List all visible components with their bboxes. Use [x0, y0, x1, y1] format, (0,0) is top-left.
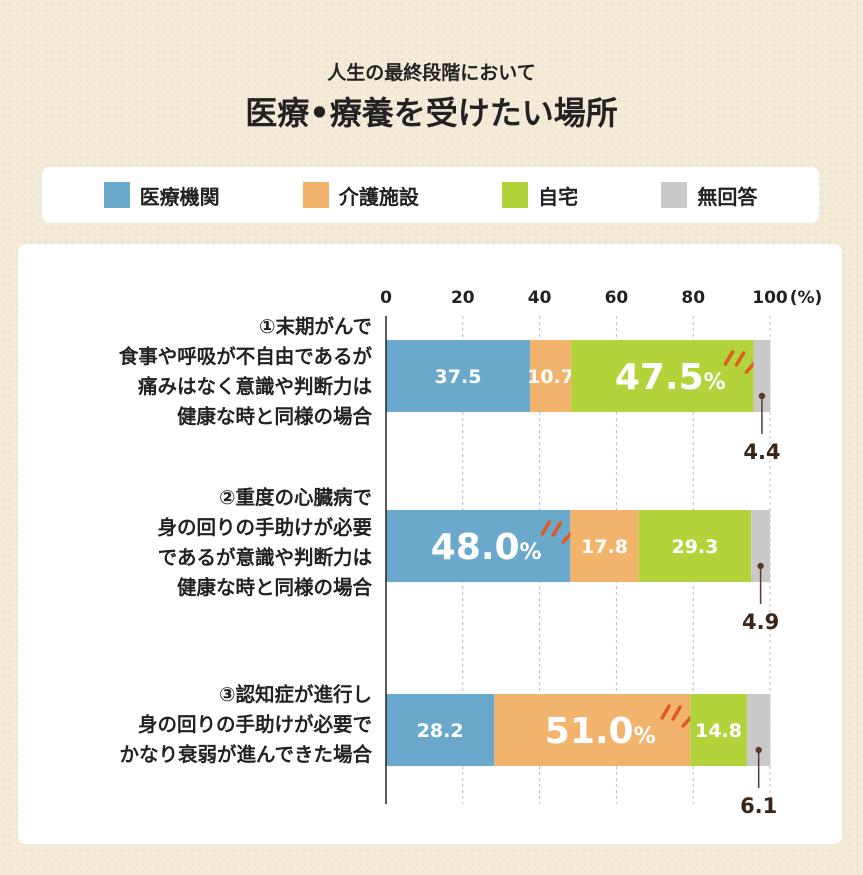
category-label-3: ③認知症が進行し 身の回りの手助けが必要で かなり衰弱が進んできた場合: [119, 683, 372, 766]
legend-label-no-answer: 無回答: [697, 184, 758, 209]
chart-subtitle: 人生の最終段階において: [327, 62, 536, 84]
highlight-mark: [723, 350, 735, 366]
bar-segment-3-1: [386, 694, 495, 766]
x-tick-label: 20: [451, 288, 475, 308]
data-label: 14.8: [695, 720, 742, 742]
chart-title: 医療•療養を受けたい場所: [245, 94, 618, 132]
data-label-highlight: 51.0%: [545, 711, 656, 752]
highlight-mark: [561, 532, 573, 544]
data-label: 28.2: [417, 720, 464, 742]
legend-label-care-facility: 介護施設: [338, 184, 419, 209]
bar-segment-3-4: [746, 694, 771, 766]
bar-segment-3-3: [690, 694, 747, 766]
legend-swatch-no-answer: [661, 182, 688, 208]
legend-item-care-facility: 介護施設: [302, 181, 419, 210]
data-label-outside: 4.4: [743, 440, 780, 464]
data-label: 37.5: [435, 366, 482, 388]
legend-item-hospital: 医療機関: [103, 181, 220, 210]
legend-item-home: 自宅: [502, 181, 578, 210]
legend-swatch-home: [502, 182, 529, 208]
legend-label-home: 自宅: [538, 184, 579, 209]
legend: 医療機関 介護施設 自宅 無回答: [42, 167, 819, 223]
data-label: 17.8: [581, 536, 628, 558]
x-tick-label: 0: [380, 288, 392, 308]
highlight-mark: [681, 716, 692, 728]
x-axis-unit: (%): [790, 288, 823, 308]
highlight-mark: [734, 351, 746, 367]
highlight-mark: [744, 362, 756, 374]
bar-segment-1-4: [753, 340, 771, 412]
data-label-outside: 4.9: [742, 610, 779, 634]
data-label: 10.7: [527, 366, 574, 388]
category-label-1: ①末期がんで 食事や呼吸が不自由であるが 痛みはなく意識や判断力は 健康な時と同…: [118, 315, 372, 428]
legend-label-hospital: 医療機関: [139, 184, 220, 209]
bar-segment-2-1: [386, 510, 571, 582]
leader-dot: [757, 562, 764, 570]
bar-segment-2-2: [570, 510, 639, 582]
data-label-highlight: 47.5%: [615, 357, 726, 398]
highlight-mark: [551, 521, 563, 537]
highlight-mark: [660, 704, 671, 720]
bar-segment-1-1: [386, 340, 530, 412]
bar-segment-3-2: [494, 694, 691, 766]
data-label-highlight: 48.0%: [431, 527, 542, 568]
leader-dot: [755, 746, 762, 754]
bar-segment-2-3: [638, 510, 752, 582]
legend-swatch-care-facility: [302, 182, 329, 208]
highlight-mark: [671, 705, 682, 721]
highlight-mark: [540, 520, 552, 536]
data-label-outside: 6.1: [740, 794, 777, 818]
x-tick-label: 80: [681, 288, 705, 308]
legend-swatch-hospital: [103, 182, 130, 208]
x-tick-label: 100: [752, 288, 788, 308]
category-label-2: ②重度の心臓病で 身の回りの手助けが必要 であるが意識や判断力は 健康な時と同様…: [157, 486, 372, 599]
x-tick-label: 60: [605, 288, 629, 308]
x-tick-label: 40: [528, 288, 552, 308]
data-label: 29.3: [671, 536, 718, 558]
bar-segment-2-4: [751, 510, 770, 582]
legend-item-no-answer: 無回答: [661, 181, 757, 210]
bar-segment-1-2: [530, 340, 572, 412]
leader-dot: [758, 392, 766, 400]
bar-segment-1-3: [571, 340, 754, 412]
